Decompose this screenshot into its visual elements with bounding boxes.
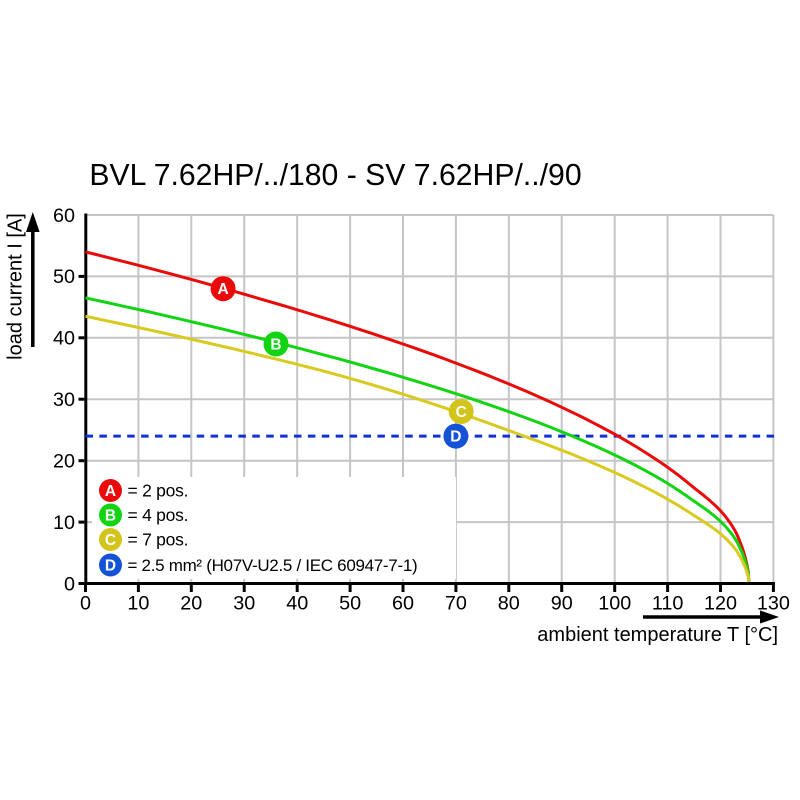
svg-text:C: C bbox=[456, 404, 467, 421]
svg-text:D: D bbox=[450, 429, 461, 446]
svg-text:40: 40 bbox=[286, 593, 308, 615]
svg-text:10: 10 bbox=[127, 593, 149, 615]
svg-text:70: 70 bbox=[445, 593, 467, 615]
svg-text:10: 10 bbox=[53, 512, 75, 534]
svg-text:ambient temperature T [°C]: ambient temperature T [°C] bbox=[537, 624, 778, 646]
svg-text:B: B bbox=[270, 337, 281, 354]
svg-text:40: 40 bbox=[53, 328, 75, 350]
svg-text:120: 120 bbox=[704, 593, 737, 615]
svg-text:100: 100 bbox=[598, 593, 631, 615]
svg-text:20: 20 bbox=[180, 593, 202, 615]
svg-text:50: 50 bbox=[53, 266, 75, 288]
svg-text:30: 30 bbox=[53, 389, 75, 411]
svg-text:80: 80 bbox=[498, 593, 520, 615]
svg-text:D: D bbox=[105, 558, 116, 575]
svg-text:50: 50 bbox=[339, 593, 361, 615]
svg-text:= 2 pos.: = 2 pos. bbox=[128, 481, 189, 501]
svg-text:= 4 pos.: = 4 pos. bbox=[128, 505, 189, 525]
svg-text:load current I [A]: load current I [A] bbox=[5, 213, 27, 360]
svg-text:110: 110 bbox=[652, 593, 684, 615]
svg-text:0: 0 bbox=[80, 593, 91, 615]
svg-text:130: 130 bbox=[757, 593, 790, 615]
svg-text:B: B bbox=[105, 508, 116, 525]
svg-text:BVL 7.62HP/../180 - SV 7.62HP/: BVL 7.62HP/../180 - SV 7.62HP/../90 bbox=[89, 159, 581, 192]
svg-text:60: 60 bbox=[53, 205, 75, 227]
svg-text:= 7 pos.: = 7 pos. bbox=[128, 530, 189, 550]
svg-text:A: A bbox=[217, 281, 228, 298]
svg-text:60: 60 bbox=[392, 593, 414, 615]
svg-text:30: 30 bbox=[233, 593, 255, 615]
svg-text:0: 0 bbox=[64, 573, 75, 595]
svg-text:= 2.5 mm² (H07V-U2.5 / IEC 609: = 2.5 mm² (H07V-U2.5 / IEC 60947-7-1) bbox=[128, 556, 418, 575]
svg-text:20: 20 bbox=[53, 451, 75, 473]
svg-text:C: C bbox=[105, 532, 116, 549]
svg-text:A: A bbox=[105, 483, 116, 500]
svg-text:90: 90 bbox=[551, 593, 573, 615]
